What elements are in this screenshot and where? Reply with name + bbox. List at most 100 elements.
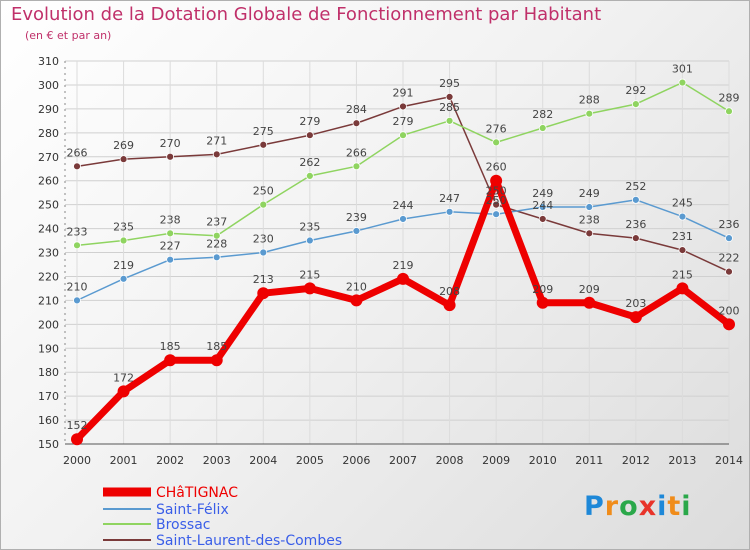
data-label: 291 bbox=[393, 86, 414, 99]
data-label: 288 bbox=[579, 94, 600, 107]
y-tick-label: 250 bbox=[38, 199, 59, 212]
data-label: 285 bbox=[439, 101, 460, 114]
y-tick-label: 240 bbox=[38, 223, 59, 236]
legend-label: CHâTIGNAC bbox=[156, 485, 238, 501]
y-tick-label: 150 bbox=[38, 438, 59, 451]
legend-label: Saint-Félix bbox=[156, 502, 229, 518]
x-tick-label: 2008 bbox=[436, 454, 464, 467]
data-label: 239 bbox=[346, 211, 367, 224]
data-point bbox=[259, 248, 268, 257]
y-tick-label: 200 bbox=[38, 318, 59, 331]
data-label: 260 bbox=[486, 161, 507, 174]
data-label: 282 bbox=[532, 108, 553, 121]
x-tick-label: 2007 bbox=[389, 454, 417, 467]
data-point bbox=[678, 78, 687, 87]
data-point bbox=[399, 131, 407, 140]
data-label: 209 bbox=[579, 283, 600, 296]
logo-letter: t bbox=[667, 491, 682, 522]
x-tick-label: 2002 bbox=[156, 454, 184, 467]
data-label: 203 bbox=[625, 297, 646, 310]
data-point bbox=[117, 385, 130, 398]
data-point bbox=[583, 296, 596, 309]
data-label: 271 bbox=[206, 134, 227, 147]
data-label: 275 bbox=[253, 125, 274, 138]
y-tick-label: 260 bbox=[38, 175, 59, 188]
data-label: 237 bbox=[206, 216, 227, 229]
data-label: 185 bbox=[206, 340, 227, 353]
data-point bbox=[166, 152, 175, 161]
data-point bbox=[492, 200, 501, 209]
chart-title: Evolution de la Dotation Globale de Fonc… bbox=[11, 4, 602, 25]
data-point bbox=[119, 236, 128, 245]
x-tick-label: 2009 bbox=[482, 454, 510, 467]
data-point bbox=[352, 162, 361, 171]
data-point bbox=[492, 210, 501, 219]
data-point bbox=[538, 124, 547, 132]
data-label: 219 bbox=[393, 259, 414, 272]
data-label: 301 bbox=[672, 63, 693, 76]
data-label: 230 bbox=[253, 233, 274, 246]
data-point bbox=[723, 318, 735, 331]
logo-letter: i bbox=[657, 491, 668, 522]
data-label: 228 bbox=[206, 237, 227, 250]
data-label: 247 bbox=[439, 192, 460, 205]
data-point bbox=[725, 267, 733, 276]
data-point bbox=[678, 212, 687, 221]
x-tick-label: 2006 bbox=[342, 454, 370, 467]
data-point bbox=[443, 299, 456, 312]
data-point bbox=[676, 282, 689, 295]
logo-letter: P bbox=[584, 491, 605, 522]
data-label: 262 bbox=[299, 156, 320, 169]
x-tick-label: 2010 bbox=[529, 454, 557, 467]
data-point bbox=[631, 100, 640, 108]
data-point bbox=[725, 234, 733, 243]
y-tick-label: 180 bbox=[38, 366, 59, 379]
data-point bbox=[629, 311, 642, 324]
y-tick-label: 290 bbox=[38, 103, 59, 116]
data-point bbox=[303, 282, 316, 295]
data-point bbox=[119, 155, 128, 164]
logo-letter: x bbox=[638, 491, 658, 522]
data-point bbox=[490, 174, 503, 187]
data-label: 266 bbox=[67, 146, 88, 159]
y-tick-label: 190 bbox=[38, 342, 59, 355]
data-point bbox=[352, 227, 361, 235]
data-point bbox=[259, 200, 268, 209]
data-point bbox=[445, 207, 454, 216]
data-label: 208 bbox=[439, 285, 460, 298]
data-label: 210 bbox=[67, 280, 88, 293]
x-tick-label: 2004 bbox=[249, 454, 277, 467]
data-label: 209 bbox=[532, 283, 553, 296]
data-point bbox=[445, 93, 454, 101]
y-tick-label: 300 bbox=[38, 79, 59, 92]
y-tick-label: 170 bbox=[38, 390, 59, 403]
data-point bbox=[257, 287, 270, 300]
data-point bbox=[71, 433, 83, 446]
data-label: 236 bbox=[625, 218, 646, 231]
data-point bbox=[305, 171, 314, 180]
data-label: 213 bbox=[253, 273, 274, 286]
logo-letter: r bbox=[604, 491, 620, 522]
data-point bbox=[585, 109, 594, 118]
data-label: 210 bbox=[346, 280, 367, 293]
data-point bbox=[585, 229, 594, 238]
data-label: 270 bbox=[160, 137, 181, 150]
data-point bbox=[166, 229, 175, 238]
data-label: 276 bbox=[486, 122, 507, 135]
y-tick-label: 160 bbox=[38, 414, 59, 427]
y-tick-label: 270 bbox=[38, 151, 59, 164]
y-tick-label: 210 bbox=[38, 294, 59, 307]
logo-letter: o bbox=[619, 491, 639, 522]
x-tick-label: 2012 bbox=[622, 454, 650, 467]
data-label: 244 bbox=[393, 199, 414, 212]
data-label: 200 bbox=[719, 304, 740, 317]
data-point bbox=[164, 354, 177, 367]
data-point bbox=[445, 116, 454, 125]
data-point bbox=[631, 234, 640, 243]
y-tick-label: 230 bbox=[38, 247, 59, 260]
data-point bbox=[352, 119, 361, 128]
data-label: 279 bbox=[299, 115, 320, 128]
y-tick-label: 220 bbox=[38, 270, 59, 283]
data-point bbox=[678, 246, 687, 255]
